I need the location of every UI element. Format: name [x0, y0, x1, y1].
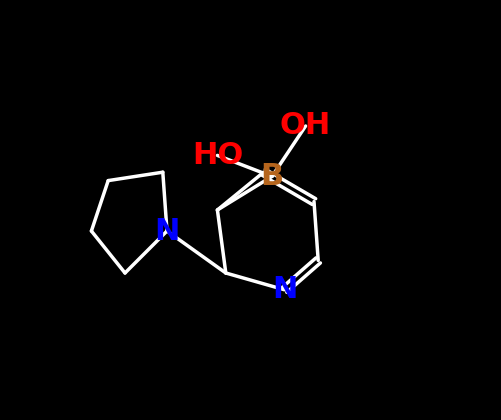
Text: N: N: [272, 275, 297, 304]
Text: OH: OH: [280, 111, 331, 141]
Text: B: B: [260, 162, 283, 191]
Text: HO: HO: [191, 141, 242, 170]
Text: N: N: [154, 216, 179, 246]
